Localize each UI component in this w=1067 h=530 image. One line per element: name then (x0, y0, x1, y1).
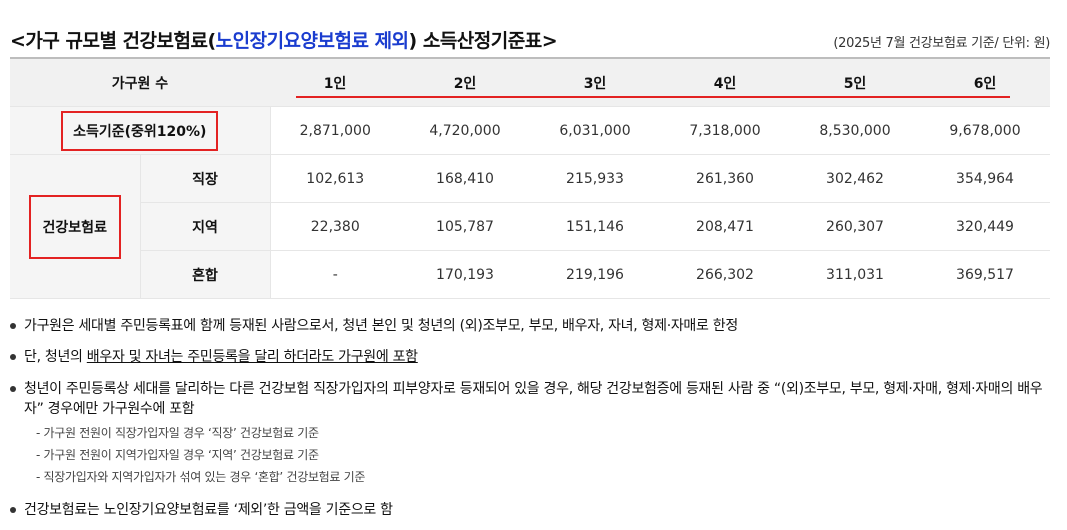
title-highlight: 노인장기요양보험료 제외 (215, 30, 409, 52)
table-row: 지역 22,380 105,787 151,146 208,471 260,30… (10, 202, 1050, 251)
title-row: <가구 규모별 건강보험료(노인장기요양보험료 제외) 소득산정기준표> (20… (10, 26, 1050, 56)
table-cell: - (270, 250, 400, 299)
row-label-mixed: 혼합 (140, 250, 271, 299)
header-household-size: 가구원 수 (10, 57, 270, 107)
header-col-1: 1인 (270, 57, 400, 107)
income-value: 6,031,000 (530, 106, 660, 155)
list-item: 가구원은 세대별 주민등록표에 함께 등재된 사람으로서, 청년 본인 및 청년… (10, 316, 1055, 336)
header-col-5: 5인 (790, 57, 920, 107)
header-underline (296, 96, 1010, 98)
header-col-6: 6인 (920, 57, 1050, 107)
table-cell: 105,787 (400, 202, 530, 251)
table-cell: 168,410 (400, 154, 530, 203)
header-col-3: 3인 (530, 57, 660, 107)
list-item: 청년이 주민등록상 세대를 달리하는 다른 건강보험 직장가입자의 피부양자로 … (10, 379, 1055, 488)
bullet-icon (10, 507, 16, 513)
unit-note: (2025년 7월 건강보험료 기준/ 단위: 원) (833, 36, 1050, 51)
header-col-2: 2인 (400, 57, 530, 107)
underlined-text: 배우자 및 자녀는 주민등록을 달리 하더라도 가구원에 포함 (86, 349, 418, 365)
income-value: 8,530,000 (790, 106, 920, 155)
table-cell: 215,933 (530, 154, 660, 203)
table-row: 혼합 - 170,193 219,196 266,302 311,031 369… (10, 250, 1050, 299)
sub-note: - 가구원 전원이 직장가입자일 경우 ‘직장’ 건강보험료 기준 (36, 426, 319, 440)
header-col-4: 4인 (660, 57, 790, 107)
insurance-label: 건강보험료 (28, 194, 121, 259)
table-cell: 354,964 (920, 154, 1050, 203)
table-cell: 260,307 (790, 202, 920, 251)
table-cell: 219,196 (530, 250, 660, 299)
table-cell: 102,613 (270, 154, 400, 203)
bullet-icon (10, 354, 16, 360)
header-row: 가구원 수 1인 2인 3인 4인 5인 6인 (10, 57, 1050, 107)
sub-note: - 직장가입자와 지역가입자가 섞여 있는 경우 ‘혼합’ 건강보험료 기준 (36, 470, 366, 484)
row-label-workplace: 직장 (140, 154, 271, 203)
table-cell: 208,471 (660, 202, 790, 251)
income-standard-table: 가구원 수 1인 2인 3인 4인 5인 6인 소득기준(중위120%) 2,8… (10, 57, 1050, 299)
income-value: 9,678,000 (920, 106, 1050, 155)
notes-list: 가구원은 세대별 주민등록표에 함께 등재된 사람으로서, 청년 본인 및 청년… (10, 316, 1055, 520)
table-cell: 302,462 (790, 154, 920, 203)
income-label-cell: 소득기준(중위120%) (10, 106, 271, 155)
bullet-icon (10, 323, 16, 329)
income-row: 소득기준(중위120%) 2,871,000 4,720,000 6,031,0… (10, 106, 1050, 155)
table-row: 건강보험료 직장 102,613 168,410 215,933 261,360… (10, 154, 1050, 299)
table-cell: 170,193 (400, 250, 530, 299)
table-cell: 311,031 (790, 250, 920, 299)
table-cell: 369,517 (920, 250, 1050, 299)
income-value: 2,871,000 (270, 106, 400, 155)
row-label-regional: 지역 (140, 202, 271, 251)
table-cell: 22,380 (270, 202, 400, 251)
insurance-label-cell: 건강보험료 (10, 154, 141, 299)
list-item: 건강보험료는 노인장기요양보험료를 ‘제외’한 금액을 기준으로 함 (10, 500, 1055, 520)
income-label: 소득기준(중위120%) (61, 110, 219, 151)
table-cell: 151,146 (530, 202, 660, 251)
income-value: 4,720,000 (400, 106, 530, 155)
income-value: 7,318,000 (660, 106, 790, 155)
bullet-icon (10, 386, 16, 392)
table-cell: 320,449 (920, 202, 1050, 251)
list-item: 단, 청년의 배우자 및 자녀는 주민등록을 달리 하더라도 가구원에 포함 (10, 347, 1055, 367)
sub-note: - 가구원 전원이 지역가입자일 경우 ‘지역’ 건강보험료 기준 (36, 448, 319, 462)
page-title: <가구 규모별 건강보험료(노인장기요양보험료 제외) 소득산정기준표> (10, 30, 558, 52)
table-cell: 266,302 (660, 250, 790, 299)
table-cell: 261,360 (660, 154, 790, 203)
sub-notes: - 가구원 전원이 직장가입자일 경우 ‘직장’ 건강보험료 기준 - 가구원 … (24, 422, 1055, 488)
